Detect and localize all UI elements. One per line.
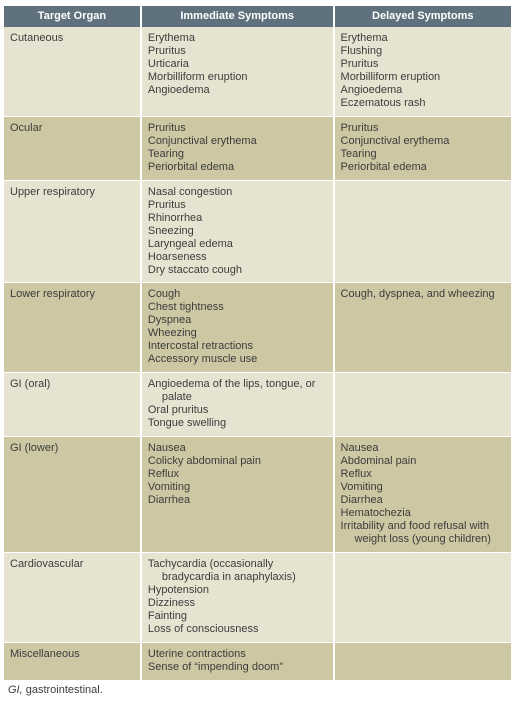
symptom-item: Cough <box>148 288 327 301</box>
organ-cell: Cutaneous <box>4 27 141 116</box>
immediate-cell: NauseaColicky abdominal painRefluxVomiti… <box>141 437 334 553</box>
symptom-item: Tearing <box>341 148 505 161</box>
symptom-item: Erythema <box>148 32 327 45</box>
table-body: CutaneousErythemaPruritusUrticariaMorbil… <box>4 27 511 680</box>
symptom-item: Pruritus <box>341 122 505 135</box>
symptom-item: Hematochezia <box>341 507 505 520</box>
table-row: CutaneousErythemaPruritusUrticariaMorbil… <box>4 27 511 116</box>
symptom-item: Cough, dyspnea, and wheezing <box>341 288 505 301</box>
immediate-cell: Tachycardia (occasionally bradycardia in… <box>141 552 334 642</box>
symptom-item: Conjunctival erythema <box>148 135 327 148</box>
delayed-cell <box>334 552 511 642</box>
footnote-abbr: GI, <box>8 684 23 696</box>
symptom-item: Diarrhea <box>148 494 327 507</box>
delayed-cell: ErythemaFlushingPruritusMorbilliform eru… <box>334 27 511 116</box>
symptom-item: Rhinorrhea <box>148 212 327 225</box>
footnote-text: gastrointestinal. <box>23 684 103 696</box>
organ-cell: Miscellaneous <box>4 642 141 680</box>
delayed-cell: Cough, dyspnea, and wheezing <box>334 283 511 373</box>
organ-cell: Lower respiratory <box>4 283 141 373</box>
immediate-cell: Angioedema of the lips, tongue, or palat… <box>141 373 334 437</box>
symptom-item: Pruritus <box>148 122 327 135</box>
table-row: Upper respiratoryNasal congestionPruritu… <box>4 180 511 283</box>
table-row: GI (lower)NauseaColicky abdominal painRe… <box>4 437 511 553</box>
symptom-item: Nausea <box>341 442 505 455</box>
symptom-item: Angioedema <box>341 84 505 97</box>
table-row: OcularPruritusConjunctival erythemaTeari… <box>4 116 511 180</box>
symptom-item: Intercostal retractions <box>148 340 327 353</box>
organ-cell: GI (lower) <box>4 437 141 553</box>
symptom-item: Wheezing <box>148 327 327 340</box>
symptom-item: Conjunctival erythema <box>341 135 505 148</box>
symptom-item: Periorbital edema <box>148 161 327 174</box>
delayed-cell <box>334 642 511 680</box>
symptom-item: Nasal congestion <box>148 186 327 199</box>
symptom-item: Morbilliform eruption <box>148 71 327 84</box>
table-row: GI (oral) Angioedema of the lips, tongue,… <box>4 373 511 437</box>
symptom-item: Dizziness <box>148 597 327 610</box>
symptom-item: Reflux <box>148 468 327 481</box>
symptom-item: Dyspnea <box>148 314 327 327</box>
symptom-item: Tongue swelling <box>148 417 327 430</box>
symptom-item: Accessory muscle use <box>148 353 327 366</box>
symptom-item: Chest tightness <box>148 301 327 314</box>
symptom-item: Colicky abdominal pain <box>148 455 327 468</box>
symptom-item: Angioedema of the lips, tongue, or palat… <box>148 378 327 404</box>
delayed-cell <box>334 373 511 437</box>
symptom-item: Periorbital edema <box>341 161 505 174</box>
symptom-item: Vomiting <box>148 481 327 494</box>
col-header-delayed: Delayed Symptoms <box>334 6 511 27</box>
table-row: Lower respiratoryCoughChest tightnessDys… <box>4 283 511 373</box>
symptom-item: Fainting <box>148 610 327 623</box>
organ-cell: Upper respiratory <box>4 180 141 283</box>
symptom-item: Erythema <box>341 32 505 45</box>
delayed-cell: PruritusConjunctival erythemaTearingPeri… <box>334 116 511 180</box>
immediate-cell: PruritusConjunctival erythemaTearingPeri… <box>141 116 334 180</box>
symptom-item: Oral pruritus <box>148 404 327 417</box>
symptom-item: Diarrhea <box>341 494 505 507</box>
symptom-item: Laryngeal edema <box>148 238 327 251</box>
delayed-cell: NauseaAbdominal painRefluxVomitingDiarrh… <box>334 437 511 553</box>
col-header-immediate: Immediate Symptoms <box>141 6 334 27</box>
symptom-item: Hypotension <box>148 584 327 597</box>
symptom-item: Pruritus <box>148 45 327 58</box>
symptom-item: Irritability and food refusal with weigh… <box>341 520 505 546</box>
symptom-item: Eczematous rash <box>341 97 505 110</box>
header-row: Target Organ Immediate Symptoms Delayed … <box>4 6 511 27</box>
symptom-item: Vomiting <box>341 481 505 494</box>
organ-cell: Ocular <box>4 116 141 180</box>
organ-cell: Cardiovascular <box>4 552 141 642</box>
symptom-item: Angioedema <box>148 84 327 97</box>
table-row: Cardiovascular Tachycardia (occasionally … <box>4 552 511 642</box>
symptom-item: Dry staccato cough <box>148 264 327 277</box>
symptom-item: Pruritus <box>148 199 327 212</box>
symptoms-table: Target Organ Immediate Symptoms Delayed … <box>4 6 511 681</box>
symptom-item: Tearing <box>148 148 327 161</box>
immediate-cell: ErythemaPruritusUrticariaMorbilliform er… <box>141 27 334 116</box>
symptom-item: Morbilliform eruption <box>341 71 505 84</box>
immediate-cell: Nasal congestionPruritusRhinorrheaSneezi… <box>141 180 334 283</box>
symptom-item: Nausea <box>148 442 327 455</box>
symptom-item: Sneezing <box>148 225 327 238</box>
symptom-item: Flushing <box>341 45 505 58</box>
table-row: MiscellaneousUterine contractionsSense o… <box>4 642 511 680</box>
symptom-item: Uterine contractions <box>148 648 327 661</box>
symptom-item: Sense of “impending doom” <box>148 661 327 674</box>
immediate-cell: Uterine contractionsSense of “impending … <box>141 642 334 680</box>
delayed-cell <box>334 180 511 283</box>
symptom-item: Loss of consciousness <box>148 623 327 636</box>
organ-cell: GI (oral) <box>4 373 141 437</box>
symptom-item: Hoarseness <box>148 251 327 264</box>
symptom-item: Reflux <box>341 468 505 481</box>
col-header-organ: Target Organ <box>4 6 141 27</box>
symptom-item: Abdominal pain <box>341 455 505 468</box>
table-footnote: GI, gastrointestinal. <box>4 681 511 698</box>
symptom-item: Pruritus <box>341 58 505 71</box>
immediate-cell: CoughChest tightnessDyspneaWheezingInter… <box>141 283 334 373</box>
symptom-item: Urticaria <box>148 58 327 71</box>
symptom-item: Tachycardia (occasionally bradycardia in… <box>148 558 327 584</box>
